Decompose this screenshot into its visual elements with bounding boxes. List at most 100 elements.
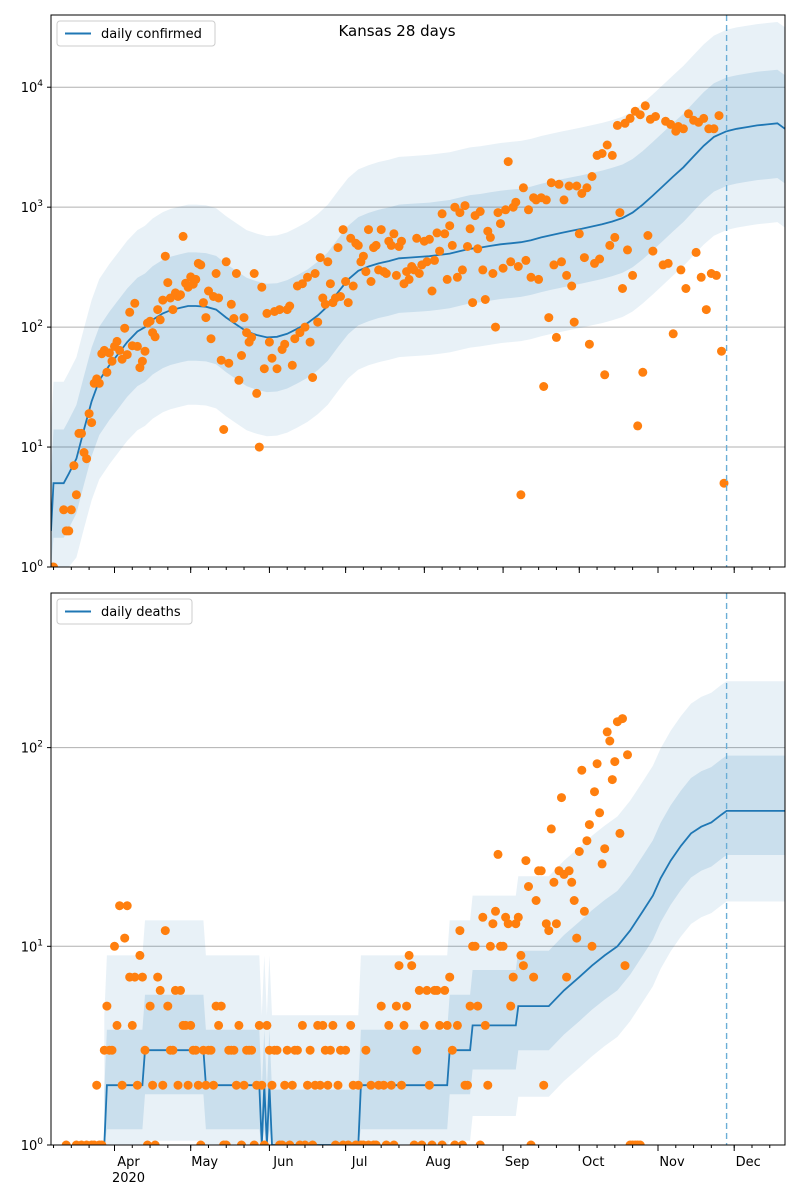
data-point — [579, 906, 589, 916]
data-point — [419, 1020, 429, 1030]
data-point — [206, 334, 216, 344]
data-point — [562, 270, 572, 280]
data-point — [473, 244, 483, 254]
data-point — [173, 1080, 183, 1090]
y-tick-label: 100 — [21, 1137, 44, 1154]
x-year-label: 2020 — [112, 1171, 145, 1186]
data-point — [623, 750, 632, 760]
data-point — [292, 1045, 302, 1055]
data-point — [97, 1140, 107, 1145]
data-point — [313, 317, 323, 327]
data-point — [346, 1020, 356, 1030]
data-point — [333, 243, 343, 253]
data-point — [579, 253, 589, 263]
data-point — [605, 736, 615, 746]
plot-area — [51, 22, 785, 567]
data-point — [150, 332, 160, 342]
data-point — [371, 240, 381, 250]
confirmed-panel: 100 101 102 103 104 daily confirmed — [21, 14, 786, 576]
data-point — [414, 985, 424, 995]
data-point — [397, 1080, 406, 1090]
data-point — [234, 1020, 244, 1030]
data-point — [584, 820, 594, 830]
y-tick-label: 102 — [21, 319, 43, 336]
data-point — [445, 221, 455, 231]
data-point — [120, 933, 130, 943]
axes-frame — [50, 592, 786, 1146]
data-point — [518, 183, 528, 193]
data-point — [493, 208, 503, 218]
data-point — [315, 253, 325, 263]
data-point — [526, 1140, 536, 1145]
data-point — [615, 828, 625, 838]
data-point — [618, 284, 627, 293]
data-point — [287, 360, 297, 370]
data-point — [285, 301, 295, 311]
data-point — [87, 418, 97, 428]
data-point — [231, 1080, 241, 1090]
data-point — [424, 1080, 434, 1090]
data-point — [620, 961, 630, 971]
data-point — [325, 279, 335, 289]
data-point — [592, 759, 602, 769]
data-point — [668, 329, 678, 339]
data-point — [262, 308, 272, 318]
data-point — [427, 286, 437, 296]
data-point — [643, 231, 653, 240]
data-point — [602, 727, 612, 737]
legend-box — [56, 598, 193, 625]
data-point — [252, 388, 262, 398]
data-point — [353, 1080, 363, 1090]
data-point — [635, 110, 645, 120]
data-point — [196, 260, 206, 270]
data-point — [457, 1140, 467, 1145]
data-point — [77, 428, 86, 438]
data-point — [424, 234, 434, 244]
data-point — [110, 941, 119, 951]
data-point — [191, 274, 201, 284]
data-point — [541, 919, 551, 929]
data-point — [84, 409, 94, 419]
data-point — [275, 305, 285, 315]
data-point — [590, 787, 599, 797]
data-point — [404, 274, 414, 284]
data-point — [153, 972, 163, 982]
data-point — [219, 425, 229, 434]
legend-label: daily deaths — [101, 605, 181, 620]
data-point — [488, 269, 498, 278]
data-point — [160, 926, 170, 936]
data-point — [480, 295, 490, 304]
data-point — [539, 382, 549, 391]
data-point — [341, 277, 351, 286]
data-point — [610, 232, 620, 242]
data-point — [450, 1140, 460, 1145]
data-point — [422, 257, 432, 267]
data-point — [214, 1020, 224, 1030]
data-point — [211, 269, 221, 278]
data-point — [600, 370, 610, 380]
data-point — [153, 305, 163, 315]
data-point — [254, 1020, 264, 1030]
x-tick-label: Jun — [272, 1155, 293, 1170]
data-point — [557, 793, 566, 803]
data-point — [531, 896, 541, 905]
data-point — [262, 1020, 272, 1030]
data-point — [678, 124, 688, 134]
data-point — [320, 299, 330, 309]
data-point — [442, 1020, 452, 1030]
data-point — [491, 322, 500, 332]
data-point — [249, 269, 259, 278]
x-tick-label: Jul — [351, 1155, 368, 1170]
data-point — [437, 209, 447, 219]
data-point — [148, 1080, 158, 1090]
data-point — [130, 972, 140, 982]
data-point — [155, 315, 165, 325]
data-point — [272, 364, 282, 374]
data-point — [272, 1045, 282, 1055]
data-point — [226, 299, 236, 309]
data-point — [247, 332, 257, 342]
data-point — [407, 961, 417, 971]
data-point — [394, 961, 404, 971]
x-tick-label: May — [191, 1155, 218, 1170]
